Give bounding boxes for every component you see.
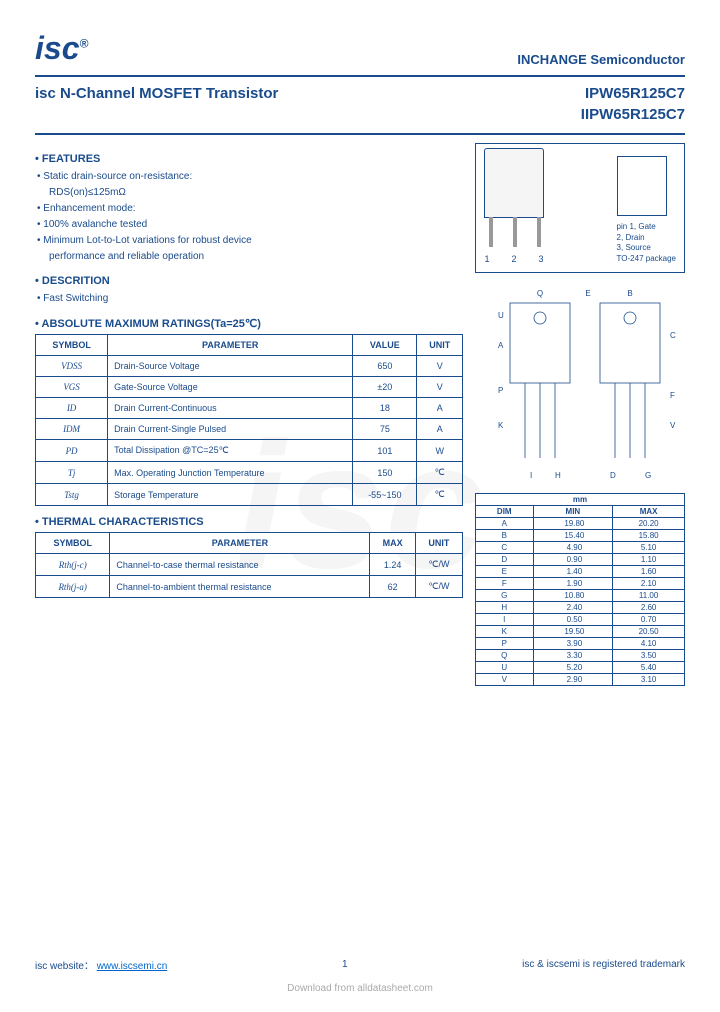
table-row: Q3.303.50 <box>476 650 685 662</box>
svg-text:G: G <box>645 471 651 480</box>
logo: isc® <box>35 30 88 67</box>
svg-text:B: B <box>627 289 632 298</box>
svg-text:A: A <box>498 341 504 350</box>
svg-text:K: K <box>498 421 504 430</box>
page-title: isc N-Channel MOSFET Transistor <box>35 85 278 102</box>
table-row: H2.402.60 <box>476 602 685 614</box>
dimension-drawing: Q E B U A P K C F V I H D G <box>475 273 685 493</box>
table-row: C4.905.10 <box>476 542 685 554</box>
table-row: IDDrain Current-Continuous18A <box>36 398 463 419</box>
package-diagram: 1 2 3 pin 1, Gate 2, Drain 3, Source TO-… <box>475 143 685 273</box>
thermal-heading: • THERMAL CHARACTERISTICS <box>35 516 463 528</box>
table-row: VGSGate-Source Voltage±20V <box>36 377 463 398</box>
svg-text:Q: Q <box>537 289 543 298</box>
table-row: Rth(j-c)Channel-to-case thermal resistan… <box>36 554 463 576</box>
svg-text:V: V <box>670 421 676 430</box>
abs-ratings-heading: • ABSOLUTE MAXIMUM RATINGS(Ta=25℃) <box>35 317 463 330</box>
page-number: 1 <box>342 959 348 970</box>
table-row: TjMax. Operating Junction Temperature150… <box>36 462 463 484</box>
description-list: • Fast Switching <box>37 291 463 307</box>
part-number-1: IPW65R125C7 <box>581 85 685 102</box>
table-row: K19.5020.50 <box>476 626 685 638</box>
features-heading: • FEATURES <box>35 153 463 165</box>
dimensions-table: mm DIM MIN MAX A19.8020.20B15.4015.80C4.… <box>475 493 685 686</box>
abs-ratings-table: SYMBOL PARAMETER VALUE UNIT VDSSDrain-So… <box>35 334 463 506</box>
svg-text:H: H <box>555 471 561 480</box>
table-row: E1.401.60 <box>476 566 685 578</box>
website-label: isc website： <box>35 961 94 972</box>
svg-text:I: I <box>530 471 532 480</box>
divider <box>35 75 685 77</box>
table-row: P3.904.10 <box>476 638 685 650</box>
svg-text:E: E <box>585 289 590 298</box>
svg-text:P: P <box>498 386 503 395</box>
table-row: U5.205.40 <box>476 662 685 674</box>
table-row: V2.903.10 <box>476 674 685 686</box>
svg-text:D: D <box>610 471 616 480</box>
table-row: IDMDrain Current-Single Pulsed75A <box>36 419 463 440</box>
table-row: PDTotal Dissipation @TC=25℃101W <box>36 440 463 462</box>
table-row: A19.8020.20 <box>476 518 685 530</box>
thermal-table: SYMBOL PARAMETER MAX UNIT Rth(j-c)Channe… <box>35 532 463 598</box>
table-row: B15.4015.80 <box>476 530 685 542</box>
website-link[interactable]: www.iscsemi.cn <box>97 961 168 972</box>
table-row: F1.902.10 <box>476 578 685 590</box>
download-text: Download from alldatasheet.com <box>0 983 720 994</box>
table-row: G10.8011.00 <box>476 590 685 602</box>
table-row: TstgStorage Temperature-55~150℃ <box>36 484 463 506</box>
company-name: INCHANGE Semiconductor <box>517 52 685 67</box>
pin-labels: pin 1, Gate 2, Drain 3, Source TO-247 pa… <box>617 222 676 264</box>
table-row: D0.901.10 <box>476 554 685 566</box>
footer: isc website： www.iscsemi.cn 1 isc & iscs… <box>35 957 685 972</box>
svg-text:F: F <box>670 391 675 400</box>
svg-text:U: U <box>498 311 504 320</box>
description-heading: • DESCRITION <box>35 275 463 287</box>
part-number-2: IIPW65R125C7 <box>581 106 685 123</box>
table-row: I0.500.70 <box>476 614 685 626</box>
svg-text:C: C <box>670 331 676 340</box>
divider <box>35 133 685 135</box>
trademark-text: isc & iscsemi is registered trademark <box>522 959 685 970</box>
table-row: Rth(j-a)Channel-to-ambient thermal resis… <box>36 576 463 598</box>
table-row: VDSSDrain-Source Voltage650V <box>36 356 463 377</box>
features-list: • Static drain-source on-resistance: RDS… <box>37 169 463 265</box>
